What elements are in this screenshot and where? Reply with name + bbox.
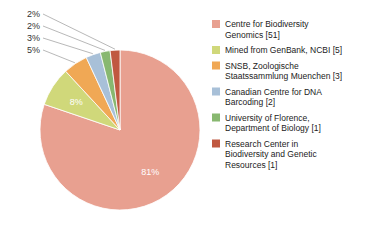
legend-swatch	[212, 140, 220, 148]
legend-label: University of Florence,Department of Bio…	[225, 113, 321, 134]
legend-label: Canadian Centre for DNABarcoding [2]	[225, 87, 322, 108]
pie-slice	[40, 50, 200, 210]
data-label: 5%	[27, 45, 40, 55]
data-label: 8%	[70, 97, 83, 107]
pie-slice	[100, 51, 120, 130]
legend-label: SNSB, ZoologischeStaatssammlung Muenchen…	[225, 61, 342, 82]
legend: Centre for BiodiversityGenomics [51] Mine…	[212, 19, 342, 170]
leader-line	[43, 38, 93, 54]
leader-line	[43, 50, 75, 63]
data-label: 3%	[27, 33, 40, 43]
legend-label: Mined from GenBank, NCBI [5]	[225, 45, 342, 55]
chart: 81% 8% 2% 2% 3% 5% Centre for BiodiversityGeno…	[0, 0, 380, 240]
data-label: 2%	[27, 9, 40, 19]
pie-slice	[110, 50, 120, 130]
legend-swatch	[212, 114, 220, 122]
legend-swatch	[212, 46, 220, 54]
leader-line	[43, 14, 115, 49]
legend-swatch	[212, 62, 220, 70]
data-labels: 81% 8% 2% 2% 3% 5%	[27, 9, 159, 177]
legend-label: Research Center inBiodiversity and Genet…	[225, 139, 317, 170]
leader-line	[43, 26, 105, 50]
chart-container: 81% 8% 2% 2% 3% 5% Centre for BiodiversityGeno…	[0, 0, 380, 240]
legend-swatch	[212, 88, 220, 96]
data-label: 2%	[27, 21, 40, 31]
legend-label: Centre for BiodiversityGenomics [51]	[225, 19, 309, 40]
legend-swatch	[212, 20, 220, 28]
slices	[40, 50, 200, 210]
data-label: 81%	[141, 167, 159, 177]
